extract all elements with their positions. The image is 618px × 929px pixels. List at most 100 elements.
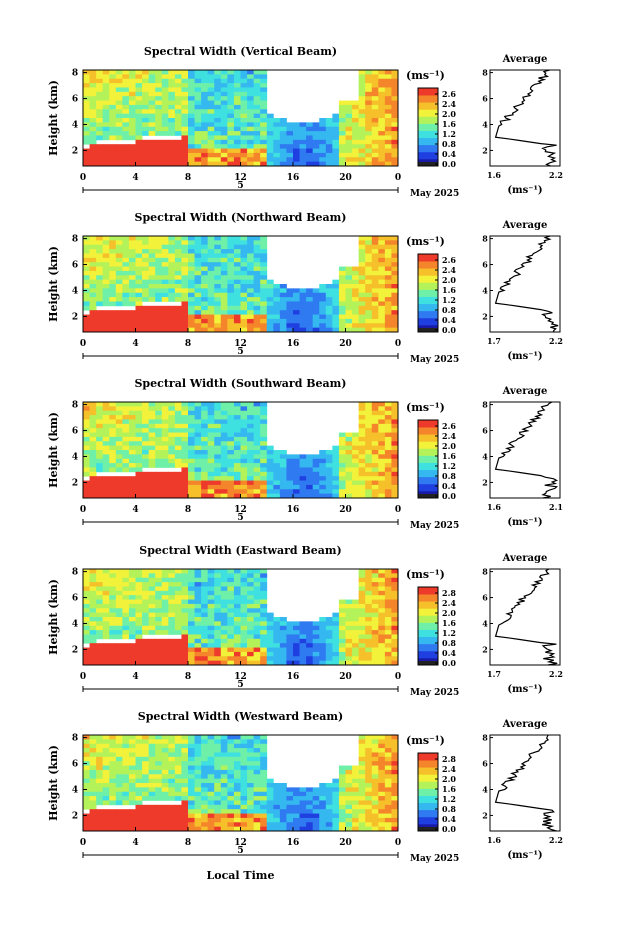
heatmap-cell [279, 144, 287, 149]
heatmap-cell [306, 476, 314, 481]
average-title: Average [502, 386, 548, 397]
heatmap-cell [135, 70, 143, 75]
heatmap-cell [384, 489, 392, 495]
heatmap-cell [161, 804, 169, 810]
heatmap-cell [260, 436, 268, 442]
x-tick-label: 4 [132, 505, 138, 515]
heatmap-cell [378, 586, 386, 592]
heatmap-cell [378, 735, 386, 740]
heatmap-cell [391, 423, 399, 429]
heatmap-cell [155, 113, 163, 119]
heatmap-cell [155, 621, 163, 627]
heatmap-cell [332, 489, 340, 495]
heatmap-cell [194, 621, 202, 627]
heatmap-cell [148, 100, 156, 106]
heatmap-cell [135, 595, 143, 600]
heatmap-cell [161, 660, 169, 666]
heatmap-cell [299, 489, 307, 495]
heatmap-cell [358, 651, 366, 657]
heatmap-cell [142, 432, 150, 438]
heatmap-cell [148, 118, 156, 123]
heatmap-cell [371, 463, 379, 468]
heatmap-cell [115, 104, 123, 110]
heatmap-cell [227, 454, 235, 460]
heatmap-cell [352, 122, 360, 128]
heatmap-cell [233, 157, 241, 163]
heatmap-cell [233, 244, 241, 250]
heatmap-cell [109, 617, 117, 622]
heatmap-cell [96, 96, 104, 101]
heatmap-cell [371, 266, 379, 272]
heatmap-cell [207, 796, 215, 801]
heatmap-cell [102, 625, 110, 631]
heatmap-cell [155, 74, 163, 80]
heatmap-cell [365, 410, 373, 416]
x-tick-label: 4 [132, 339, 138, 349]
heatmap-cell [391, 83, 399, 88]
heatmap-cell [345, 778, 353, 784]
heatmap-cell [293, 625, 300, 631]
x-tick-label: 8 [185, 505, 191, 515]
heatmap-cell [128, 262, 136, 267]
heatmap-cell [325, 809, 333, 814]
heatmap-cell [273, 310, 281, 315]
heatmap-cell [260, 813, 268, 819]
heatmap-cell [207, 74, 215, 80]
heatmap-cell [207, 78, 215, 84]
heatmap-cell [332, 310, 340, 315]
heatmap-cell [371, 489, 379, 495]
heatmap-cell [319, 126, 327, 132]
heatmap-cell [83, 756, 90, 762]
heatmap-cell [253, 612, 261, 618]
heatmap-cell [365, 96, 373, 101]
heatmap-cell [378, 419, 386, 425]
heatmap-cell [391, 484, 399, 490]
heatmap-cell [220, 480, 228, 486]
heatmap-cell [358, 257, 366, 263]
heatmap-cell [220, 288, 228, 294]
heatmap-cell [109, 428, 117, 433]
heatmap-cell [345, 275, 353, 281]
heatmap-cell [273, 122, 281, 128]
heatmap-cell [168, 144, 176, 149]
heatmap-cell [358, 415, 366, 420]
heatmap-cell [89, 634, 97, 640]
x-tick-label: 16 [287, 672, 300, 682]
heatmap-cell [227, 419, 235, 425]
heatmap-cell [227, 288, 235, 294]
heatmap-cell [188, 441, 195, 447]
heatmap-cell [286, 660, 294, 666]
heatmap-cell [201, 743, 209, 749]
heatmap-cell [319, 484, 327, 490]
heatmap-cell [207, 100, 215, 106]
y-tick-label: 2 [72, 478, 78, 488]
heatmap-cell [332, 458, 340, 464]
heatmap-cell [109, 769, 117, 775]
heatmap-cell [102, 752, 110, 758]
heatmap-cell [109, 284, 117, 289]
heatmap-cell [148, 279, 156, 285]
heatmap-cell [188, 822, 195, 828]
heatmap-cell [365, 573, 373, 579]
heatmap-cell [260, 471, 268, 477]
heatmap-cell [352, 826, 360, 832]
heatmap-cell [128, 612, 136, 618]
heatmap-cell [391, 617, 399, 622]
x-tick-label: 4 [132, 173, 138, 183]
heatmap-cell [378, 144, 386, 149]
heatmap-cell [122, 284, 130, 289]
heatmap-cell [365, 787, 373, 793]
heatmap-cell [253, 415, 261, 420]
heatmap-cell [194, 152, 202, 158]
heatmap-cell [168, 419, 176, 425]
heatmap-cell [306, 305, 314, 311]
heatmap-cell [122, 301, 130, 307]
heatmap-cell [148, 761, 156, 766]
heatmap-cell [312, 323, 320, 329]
heatmap-cell [142, 625, 150, 631]
y-tick-label: 8 [72, 734, 78, 744]
heatmap-cell [247, 402, 255, 407]
heatmap-cell [161, 608, 169, 614]
heatmap-cell [319, 796, 327, 801]
heatmap-cell [181, 148, 189, 154]
